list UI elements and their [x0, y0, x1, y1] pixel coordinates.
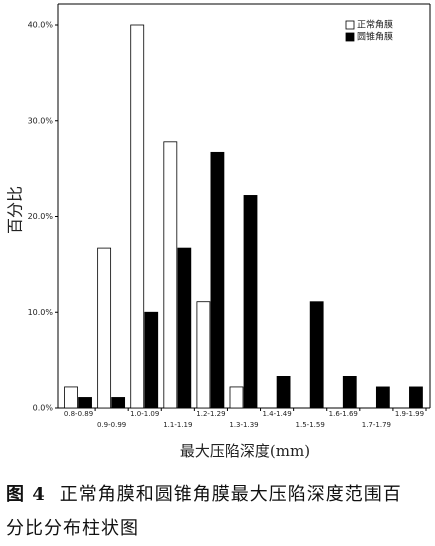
x-axis-label: 最大压陷深度(mm): [180, 442, 310, 460]
bar: [111, 397, 126, 409]
caption-text: 正常角膜和圆锥角膜最大压陷深度范围百分比分布柱状图: [6, 484, 402, 539]
chart: 百分比 最大压陷深度(mm) 0.0% 10.0% 20.0% 30.0% 40.0% 0…: [6, 3, 431, 460]
bar: [229, 386, 244, 409]
legend-label: 圆锥角膜: [357, 31, 393, 43]
bar: [409, 386, 423, 409]
bar: [210, 151, 225, 409]
x-tick-label: 1.0-1.09: [130, 410, 159, 418]
bar: [243, 195, 258, 409]
x-tick-label: 1.4-1.49: [262, 410, 291, 418]
figure-label: 图 4: [6, 484, 46, 505]
x-tick-label: 1.7-1.79: [362, 421, 391, 429]
x-tick-label: 1.9-1.99: [395, 410, 424, 418]
bar: [163, 141, 178, 409]
x-tick-label: 0.9-0.99: [97, 421, 126, 429]
x-tick-label: 1.3-1.39: [229, 421, 258, 429]
y-axis-label: 百分比: [6, 186, 25, 234]
x-tick-label: 0.8-0.89: [64, 410, 93, 418]
bar: [276, 376, 291, 409]
legend-swatch: [345, 20, 355, 30]
legend-label: 正常角膜: [357, 19, 393, 31]
y-tick-label: 20.0%: [28, 212, 54, 221]
bar: [78, 397, 92, 409]
bar: [342, 376, 357, 409]
x-tick-label: 1.2-1.29: [196, 410, 225, 418]
bar: [64, 386, 78, 409]
y-tick-label: 10.0%: [28, 308, 54, 317]
bar: [144, 311, 159, 409]
x-tick-label: 1.1-1.19: [163, 421, 192, 429]
y-tick-label: 0.0%: [33, 404, 54, 413]
x-tick-label: 1.6-1.69: [329, 410, 358, 418]
legend-swatch: [345, 32, 355, 42]
caption: 图 4 正常角膜和圆锥角膜最大压陷深度范围百分比分布柱状图: [6, 478, 406, 546]
bar: [375, 386, 390, 409]
y-tick-label: 40.0%: [28, 21, 54, 30]
bar: [196, 301, 211, 409]
bar: [177, 247, 192, 409]
x-tick-label: 1.5-1.59: [296, 421, 325, 429]
bar: [130, 24, 145, 409]
y-tick-label: 30.0%: [28, 116, 54, 125]
bar: [309, 301, 324, 409]
bar: [97, 247, 112, 409]
